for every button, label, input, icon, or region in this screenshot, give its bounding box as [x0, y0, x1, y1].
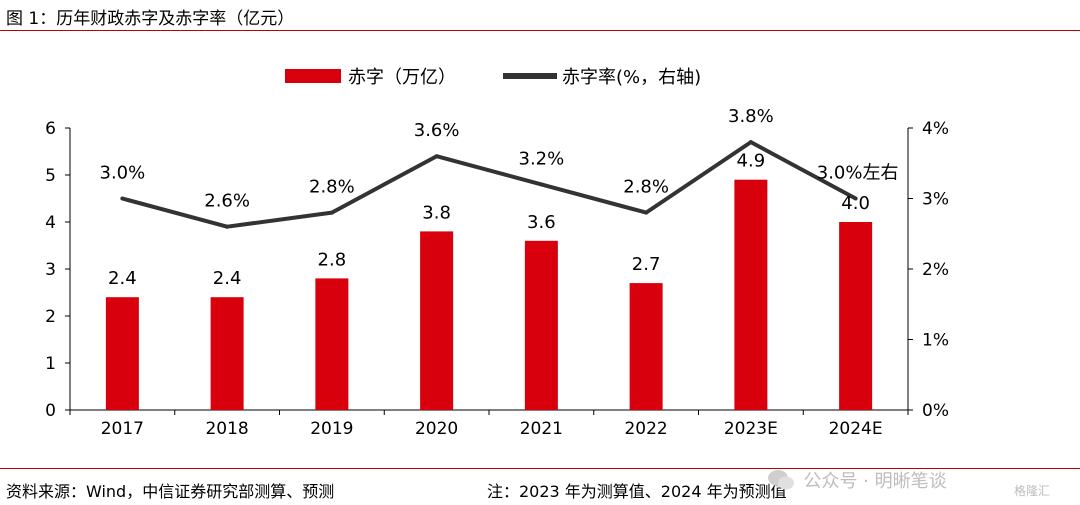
x-tick-label: 2021: [520, 419, 563, 439]
y-right-tick-label: 1%: [922, 331, 949, 351]
bar: [105, 297, 139, 410]
line-value-label: 3.2%: [519, 148, 565, 169]
y-left-tick-label: 4: [45, 213, 56, 233]
bar-value-label: 2.8: [318, 249, 347, 270]
line-value-label: 2.8%: [309, 177, 355, 198]
watermark-logo: 格隆汇: [1014, 484, 1051, 498]
figure-title: 图 1：历年财政赤字及赤字率（亿元）: [6, 9, 295, 29]
watermark-text: 公众号 · 明晰笔谈: [803, 471, 947, 492]
line-point: [539, 182, 544, 187]
bar-value-label: 2.4: [213, 268, 242, 289]
line-point: [644, 210, 649, 215]
bar-value-label: 4.0: [841, 193, 870, 214]
y-left-tick-label: 1: [45, 354, 56, 374]
bottom-rule: [0, 468, 1080, 469]
x-tick-label: 2019: [310, 419, 353, 439]
line-value-label: 2.8%: [623, 177, 669, 198]
line-point: [329, 210, 334, 215]
line-value-label: 2.6%: [204, 191, 250, 212]
bar: [420, 231, 454, 410]
line-series: [120, 140, 858, 229]
top-rule: [0, 30, 1080, 31]
y-left-tick-label: 3: [45, 260, 56, 280]
x-tick-label: 2022: [624, 419, 667, 439]
legend-line-label: 赤字率(%，右轴): [562, 67, 701, 88]
data-labels: 2.4 2.4 2.8 3.8 3.6 2.7 4.9 4.0 3.0% 2.6% 2.8% 3.6%…: [100, 106, 899, 289]
line-value-label: 3.0%左右: [817, 163, 899, 184]
y-right-tick-label: 2%: [922, 260, 949, 280]
bars: [105, 179, 873, 410]
line-path: [121, 140, 857, 229]
y-right-tick-label: 3%: [922, 190, 949, 210]
x-tick-label: 2020: [415, 419, 458, 439]
line-point: [748, 140, 753, 145]
line-point: [120, 196, 125, 201]
footnote: 注：2023 年为测算值、2024 年为预测值: [487, 482, 787, 501]
bar: [734, 179, 768, 410]
watermark: 公众号 · 明晰笔谈: [756, 446, 947, 493]
source-note: 资料来源：Wind，中信证券研究部测算、预测: [6, 482, 335, 501]
bar-value-label: 3.8: [422, 202, 451, 223]
y-right-tick-label: 0%: [922, 401, 949, 421]
y-left-tick-label: 6: [45, 119, 56, 139]
legend-bar-label: 赤字（万亿）: [348, 67, 456, 88]
bar: [210, 297, 244, 410]
wechat-icon: [768, 470, 795, 490]
line-value-label: 3.8%: [728, 106, 774, 127]
x-tick-label: 2017: [101, 419, 144, 439]
line-value-label: 3.6%: [414, 120, 460, 141]
bar-value-label: 4.9: [737, 151, 766, 172]
bar: [315, 278, 349, 410]
line-point: [853, 196, 858, 201]
x-tick-label: 2023E: [724, 419, 778, 439]
legend: 赤字（万亿） 赤字率(%，右轴): [285, 67, 701, 88]
x-tick-label: 2024E: [829, 419, 883, 439]
bar: [524, 240, 558, 410]
y-right-tick-label: 4%: [922, 119, 949, 139]
y-left-tick-label: 5: [45, 166, 56, 186]
y-left-tick-label: 0: [45, 401, 56, 421]
bar-value-label: 3.6: [527, 212, 556, 233]
bar: [839, 222, 873, 410]
bar-value-label: 2.7: [632, 254, 661, 275]
bar-value-label: 2.4: [108, 268, 137, 289]
line-point: [225, 224, 230, 229]
x-tick-label: 2018: [205, 419, 248, 439]
y-left-tick-label: 2: [45, 307, 56, 327]
legend-bar-swatch: [285, 69, 341, 83]
axes: 0 1 2 3 4 5 6 0% 1% 2% 3% 4% 2017 2018 2019 2020 2021 202…: [45, 119, 949, 439]
line-value-label: 3.0%: [100, 163, 146, 184]
line-point: [434, 154, 439, 159]
bar: [629, 283, 663, 410]
chart: 赤字（万亿） 赤字率(%，右轴) 0 1 2 3 4 5 6 0% 1% 2% 3% 4% 2017 20…: [45, 67, 949, 439]
